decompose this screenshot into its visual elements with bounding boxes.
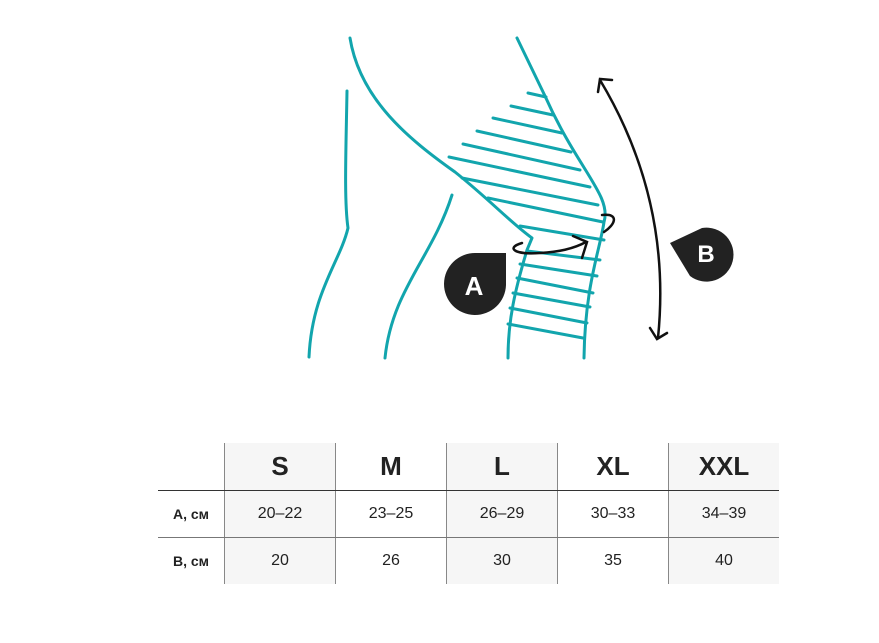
table-cell: 23–25 [335,490,447,538]
size-header: M [335,443,447,491]
table-cell: 30–33 [557,490,669,538]
table-cell: 35 [557,537,669,584]
size-header: XXL [668,443,779,491]
table-cell: 34–39 [668,490,779,538]
row-label: A, см [158,490,225,538]
size-table: S M L XL XXL A, см 20–22 23–25 26–29 30–… [158,443,779,584]
table-cell: 20 [224,537,336,584]
badge-b-label: B [697,241,714,268]
badge-b: B [670,227,734,282]
body-measurement-illustration: A B [307,36,734,360]
arrowhead-b-top [596,77,614,94]
size-header: S [224,443,336,491]
size-header: XL [557,443,669,491]
inner-leg-line [383,193,454,360]
table-cell: 26 [335,537,447,584]
table-cell: 20–22 [224,490,336,538]
corner-cell [158,443,225,491]
arrowhead-a [571,234,589,260]
table-cell: 30 [446,537,558,584]
badge-a: A [444,253,506,315]
table-row: A, см 20–22 23–25 26–29 30–33 34–39 [158,490,779,538]
row-label: B, см [172,553,210,569]
back-contour [307,89,350,359]
table-cell: 40 [668,537,779,584]
length-arrow-b [598,78,662,340]
circumference-arrow-a [512,213,616,255]
table-row: B, см 20 26 30 35 40 [158,537,779,584]
badge-a-label: A [465,271,484,301]
size-header: L [446,443,558,491]
table-cell: 26–29 [446,490,558,538]
front-upper-contour [348,36,534,360]
size-header-row: S M L XL XXL [158,443,779,491]
arrowhead-b-bottom [648,326,669,341]
